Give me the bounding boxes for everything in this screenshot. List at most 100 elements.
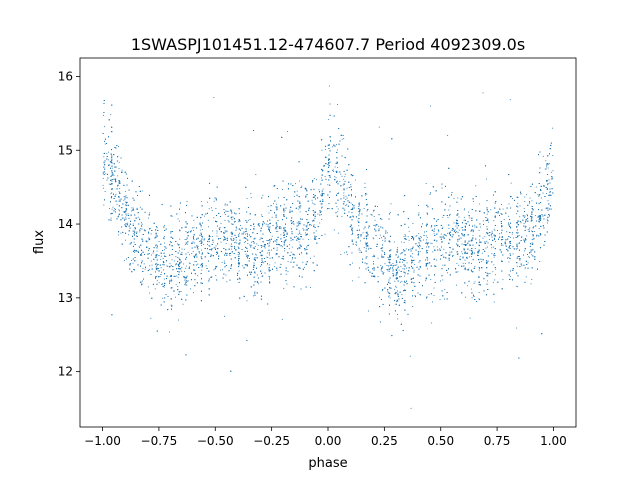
data-point (432, 301, 434, 303)
data-point (175, 256, 177, 258)
data-point (314, 218, 316, 220)
data-point (418, 237, 420, 239)
data-point (284, 209, 286, 211)
data-point (505, 245, 507, 247)
data-point (478, 292, 480, 293)
data-point (471, 297, 473, 299)
data-point (194, 261, 196, 263)
data-point (169, 263, 171, 265)
data-point (311, 202, 313, 204)
data-point (479, 226, 481, 228)
data-point (520, 258, 522, 260)
data-point (135, 249, 137, 251)
data-point (238, 244, 240, 246)
data-point (278, 226, 280, 228)
data-point (343, 178, 345, 180)
data-point (161, 283, 163, 285)
data-point (284, 239, 286, 241)
data-point (220, 222, 222, 224)
data-point (252, 247, 254, 249)
data-point (114, 208, 115, 210)
data-point (313, 178, 315, 180)
data-point (421, 236, 422, 238)
data-point (461, 243, 463, 245)
data-point (464, 262, 466, 264)
scatter-points (102, 85, 554, 409)
data-point (509, 248, 511, 249)
data-point (186, 284, 188, 286)
data-point (299, 211, 301, 213)
data-point (180, 268, 182, 270)
data-point (336, 144, 337, 146)
data-point (381, 250, 383, 252)
data-point (366, 243, 367, 245)
data-point (463, 209, 465, 211)
data-point (239, 229, 241, 230)
data-point (494, 274, 496, 276)
data-point (165, 256, 167, 257)
data-point (225, 243, 227, 244)
data-point (132, 207, 134, 209)
data-point (525, 276, 527, 278)
data-point (112, 206, 114, 208)
data-point (542, 155, 544, 157)
data-point (425, 280, 427, 282)
data-point (359, 209, 361, 211)
data-point (291, 246, 293, 248)
data-point (472, 231, 474, 233)
data-point (238, 212, 240, 214)
data-point (276, 247, 278, 249)
data-point (253, 228, 255, 230)
data-point (218, 228, 220, 229)
data-point (197, 275, 199, 277)
data-point (404, 302, 406, 304)
data-point (406, 267, 408, 269)
data-point (518, 235, 520, 236)
data-point (547, 167, 549, 169)
data-point (502, 244, 504, 246)
data-point (277, 226, 278, 227)
data-point (178, 319, 180, 321)
data-point (236, 228, 238, 230)
data-point (493, 301, 495, 303)
data-point (328, 208, 330, 209)
data-point (107, 159, 109, 161)
data-point (403, 242, 405, 243)
data-point (515, 285, 517, 287)
data-point (158, 269, 160, 271)
data-point (251, 241, 252, 243)
data-point (149, 253, 150, 255)
data-point (110, 183, 112, 184)
data-point (403, 249, 405, 251)
data-point (314, 204, 316, 206)
data-point (366, 193, 368, 195)
data-point (131, 207, 133, 209)
data-point (260, 265, 261, 267)
data-point (177, 218, 179, 220)
data-point (332, 169, 333, 171)
data-point (298, 230, 300, 232)
data-point (492, 271, 494, 273)
data-point (463, 219, 465, 221)
data-point (103, 204, 105, 206)
data-point (308, 238, 309, 240)
data-point (255, 254, 257, 256)
data-point (256, 274, 258, 276)
data-point (359, 252, 361, 254)
data-point (469, 317, 471, 319)
data-point (118, 209, 120, 211)
data-point (231, 216, 233, 218)
data-point (265, 223, 267, 225)
data-point (370, 213, 372, 215)
data-point (253, 226, 255, 228)
data-point (164, 242, 165, 244)
data-point (449, 215, 450, 217)
data-point (199, 240, 200, 242)
data-point (262, 237, 263, 239)
data-point (193, 227, 195, 229)
data-point (523, 208, 525, 210)
data-point (118, 146, 119, 148)
data-point (121, 169, 123, 171)
data-point (486, 275, 488, 277)
data-point (503, 219, 505, 220)
